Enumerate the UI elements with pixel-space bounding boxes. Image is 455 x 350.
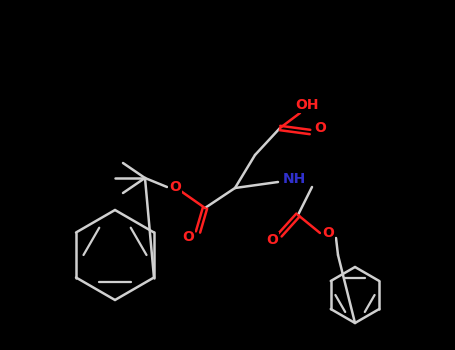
Text: O: O — [266, 233, 278, 247]
Text: O: O — [322, 226, 334, 240]
Text: O: O — [314, 121, 326, 135]
Text: O: O — [182, 230, 194, 244]
Text: OH: OH — [295, 98, 319, 112]
Text: O: O — [169, 180, 181, 194]
Text: NH: NH — [283, 172, 306, 186]
